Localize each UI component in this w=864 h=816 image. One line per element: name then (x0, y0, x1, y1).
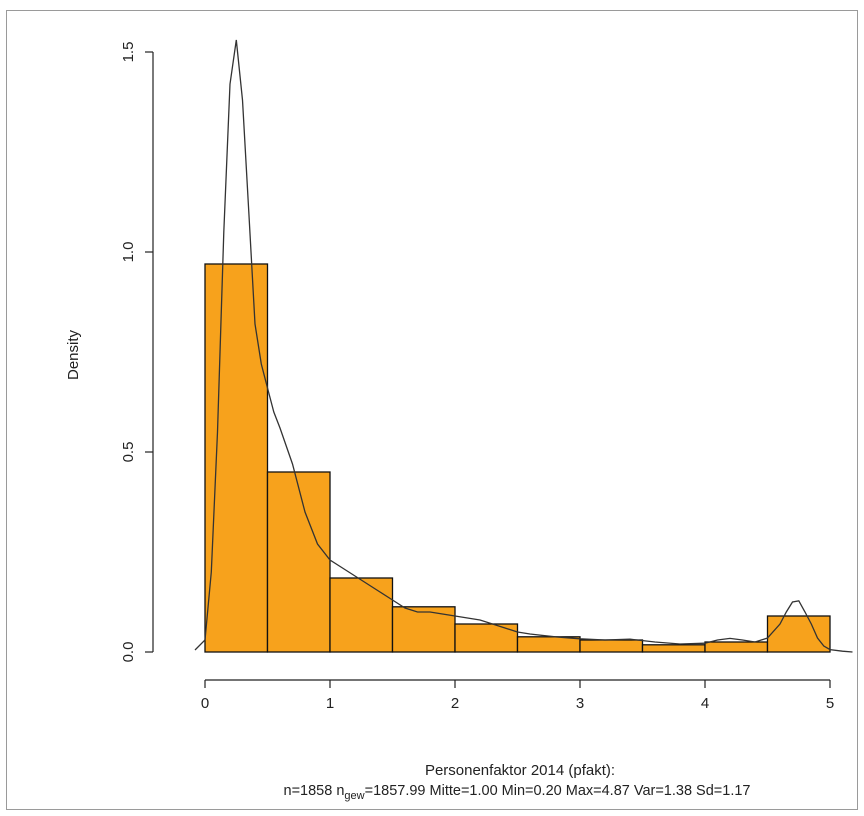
histogram-bar-7 (641, 644, 706, 653)
x-tick-label-5: 5 (826, 695, 834, 712)
x-axis-label: Personenfaktor 2014 (pfakt): (425, 762, 615, 779)
density-curve (194, 39, 853, 653)
chart-frame: 0.0 0.5 1.0 1.5 0 1 2 3 4 5 Density Personenfakt… (6, 10, 858, 810)
histogram-bar-2 (329, 577, 394, 653)
histogram-bar-4 (454, 623, 519, 653)
x-tick-label-1: 1 (326, 695, 334, 712)
histogram-chart: 0.0 0.5 1.0 1.5 0 1 2 3 4 5 Density Personenfakt… (65, 39, 853, 802)
y-axis-label: Density (65, 329, 82, 380)
histogram-bar-3 (391, 606, 456, 653)
histogram-bar-6 (579, 639, 644, 653)
stats-n: n=1858 (284, 783, 333, 799)
histogram-bar-1 (266, 471, 331, 653)
x-tick-label-2: 2 (451, 695, 459, 712)
summary-statistics: n=1858 ngew=1857.99 Mitte=1.00 Min=0.20 … (284, 783, 751, 802)
y-tick-label-0: 0.0 (120, 642, 137, 663)
y-tick-label-1: 0.5 (120, 442, 137, 463)
stats-ngew-sub: gew (344, 790, 364, 802)
stats-ngew-prefix: n (336, 783, 344, 799)
x-tick-label-4: 4 (701, 695, 709, 712)
histogram-bar-8 (704, 641, 769, 653)
y-tick-label-3: 1.5 (120, 42, 137, 63)
x-axis: 0 1 2 3 4 5 (201, 679, 834, 712)
histogram-bar-5 (516, 636, 581, 653)
histogram-bar-0 (204, 263, 269, 653)
bars-group (204, 263, 831, 653)
stats-rest: =1857.99 Mitte=1.00 Min=0.20 Max=4.87 Va… (365, 783, 751, 799)
histogram-bar-9 (766, 615, 831, 653)
x-tick-label-3: 3 (576, 695, 584, 712)
y-axis: 0.0 0.5 1.0 1.5 (120, 42, 154, 663)
x-tick-label-0: 0 (201, 695, 209, 712)
y-tick-label-2: 1.0 (120, 242, 137, 263)
